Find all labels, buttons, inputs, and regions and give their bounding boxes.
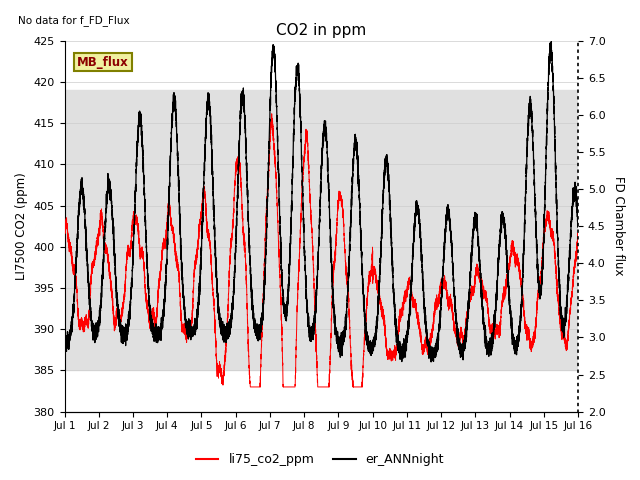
Y-axis label: FD Chamber flux: FD Chamber flux bbox=[612, 177, 625, 276]
Bar bbox=[65, 90, 578, 371]
Title: CO2 in ppm: CO2 in ppm bbox=[276, 23, 367, 38]
Text: No data for f_FD_Flux: No data for f_FD_Flux bbox=[19, 15, 130, 26]
Y-axis label: LI7500 CO2 (ppm): LI7500 CO2 (ppm) bbox=[15, 172, 28, 280]
Legend: li75_co2_ppm, er_ANNnight: li75_co2_ppm, er_ANNnight bbox=[191, 448, 449, 471]
Text: MB_flux: MB_flux bbox=[77, 56, 129, 69]
